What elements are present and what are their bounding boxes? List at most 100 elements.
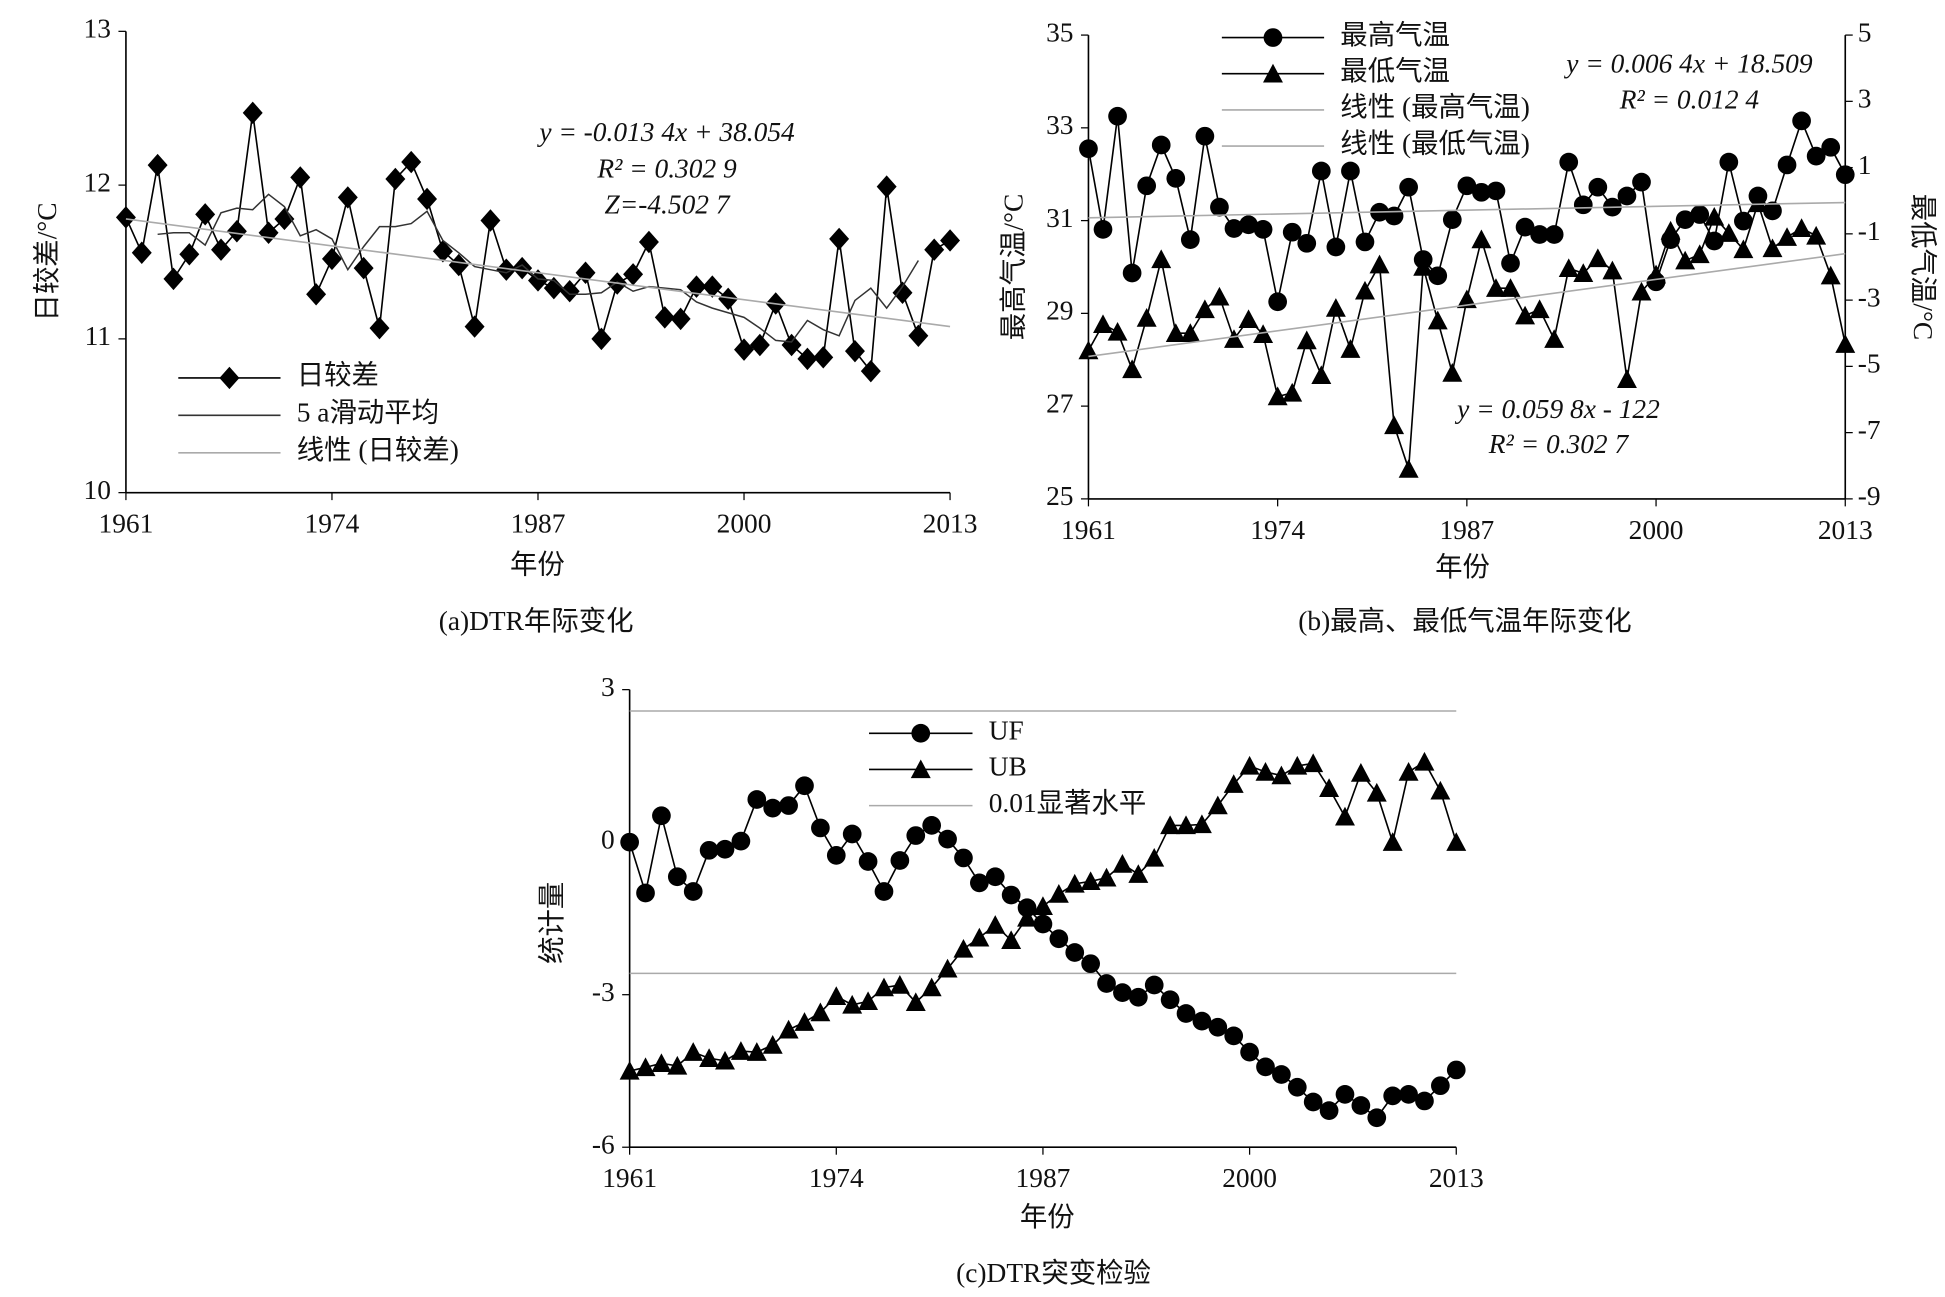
- data-point: [1821, 137, 1841, 157]
- data-point: [1151, 135, 1171, 155]
- data-point: [762, 1035, 783, 1054]
- annotation: y = 0.006 4x + 18.509: [1563, 49, 1813, 79]
- data-point: [683, 1042, 704, 1061]
- data-point: [1093, 314, 1113, 334]
- data-point: [1446, 832, 1467, 851]
- data-point: [1224, 329, 1244, 348]
- data-point: [1690, 205, 1710, 224]
- data-point: [1835, 165, 1855, 185]
- data-point: [1303, 1092, 1323, 1112]
- data-point: [1335, 1084, 1355, 1104]
- data-point: [1224, 219, 1244, 238]
- annotation: R² = 0.012 4: [1619, 85, 1760, 115]
- data-point: [131, 241, 152, 264]
- x-axis-label: 年份: [1435, 552, 1490, 582]
- data-point: [1209, 286, 1230, 306]
- data-point: [638, 230, 659, 254]
- data-point: [1500, 278, 1521, 297]
- data-point: [1001, 930, 1022, 950]
- data-point: [1369, 254, 1390, 274]
- data-point: [731, 831, 751, 851]
- data-point: [1272, 1065, 1291, 1084]
- data-point: [651, 1053, 672, 1073]
- data-point: [353, 256, 374, 280]
- data-point: [906, 826, 926, 845]
- x-tick-label: 1987: [1439, 515, 1494, 545]
- data-point: [1472, 182, 1491, 202]
- data-point: [1544, 225, 1564, 244]
- data-point: [1341, 161, 1360, 181]
- caption: (a)DTR年际变化: [439, 606, 634, 636]
- data-point: [1428, 266, 1448, 286]
- data-point: [811, 818, 830, 838]
- data-point: [652, 806, 671, 826]
- y-tick-label: 10: [84, 475, 111, 505]
- data-point: [1366, 782, 1387, 802]
- data-point: [337, 186, 358, 209]
- series-line: [1088, 201, 1846, 219]
- data-point: [432, 240, 453, 263]
- data-point: [1282, 382, 1303, 402]
- x-tick-label: 1961: [99, 509, 154, 539]
- data-point: [1180, 230, 1200, 249]
- data-point: [1033, 914, 1053, 934]
- data-point: [654, 306, 675, 329]
- legend-label: 线性 (最高气温): [1340, 92, 1530, 122]
- data-point: [1128, 987, 1148, 1007]
- y-axis-label: 日较差/°C: [32, 202, 62, 321]
- y2-tick-label: -3: [1858, 282, 1881, 312]
- x-tick-label: 2013: [1429, 1163, 1484, 1193]
- data-point: [890, 851, 910, 870]
- data-point: [746, 1042, 767, 1061]
- data-point: [1530, 225, 1549, 244]
- data-point: [1303, 753, 1324, 773]
- y-tick-label: 11: [85, 321, 111, 351]
- data-point: [1471, 229, 1492, 249]
- data-point: [480, 209, 501, 232]
- data-point: [1806, 146, 1826, 166]
- data-point: [1176, 1004, 1196, 1023]
- series-line: [125, 218, 951, 328]
- data-point: [1689, 244, 1710, 264]
- data-point: [905, 992, 926, 1012]
- data-point: [1573, 195, 1593, 215]
- data-point: [826, 986, 847, 1005]
- data-point: [730, 1041, 751, 1060]
- data-point: [1048, 884, 1069, 903]
- series-line: [1087, 200, 1847, 470]
- data-point: [1430, 780, 1451, 800]
- y2-tick-label: -5: [1858, 349, 1881, 379]
- data-point: [1675, 210, 1695, 230]
- y2-tick-label: -7: [1858, 415, 1881, 445]
- data-point: [1268, 292, 1288, 312]
- data-point: [1515, 217, 1535, 237]
- data-point: [1384, 415, 1405, 435]
- data-point: [1675, 250, 1696, 270]
- data-point: [512, 256, 533, 280]
- annotation: y = -0.013 4x + 38.054: [536, 117, 795, 147]
- legend-label: 线性 (最低气温): [1340, 128, 1530, 158]
- data-point: [1080, 871, 1101, 891]
- legend-label: UF: [989, 716, 1024, 746]
- data-point: [1355, 280, 1375, 300]
- x-tick-label: 1987: [511, 509, 566, 539]
- y-tick-label: 12: [84, 167, 111, 197]
- y-tick-label: 31: [1046, 203, 1073, 233]
- data-point: [969, 927, 990, 947]
- x-tick-label: 1961: [1061, 515, 1116, 545]
- x-tick-label: 2013: [923, 509, 978, 539]
- data-point: [115, 206, 136, 229]
- data-point: [1762, 238, 1783, 258]
- data-point: [813, 346, 834, 369]
- data-point: [1777, 227, 1798, 246]
- data-point: [1602, 260, 1623, 280]
- data-point: [1256, 1057, 1275, 1077]
- data-point: [1017, 898, 1037, 918]
- legend-label: 最低气温: [1340, 56, 1450, 86]
- x-tick-label: 1987: [1016, 1163, 1071, 1193]
- data-point: [1384, 206, 1404, 226]
- data-point: [1559, 152, 1579, 172]
- data-point: [874, 882, 894, 901]
- data-point: [1223, 774, 1244, 793]
- data-point: [1122, 359, 1143, 379]
